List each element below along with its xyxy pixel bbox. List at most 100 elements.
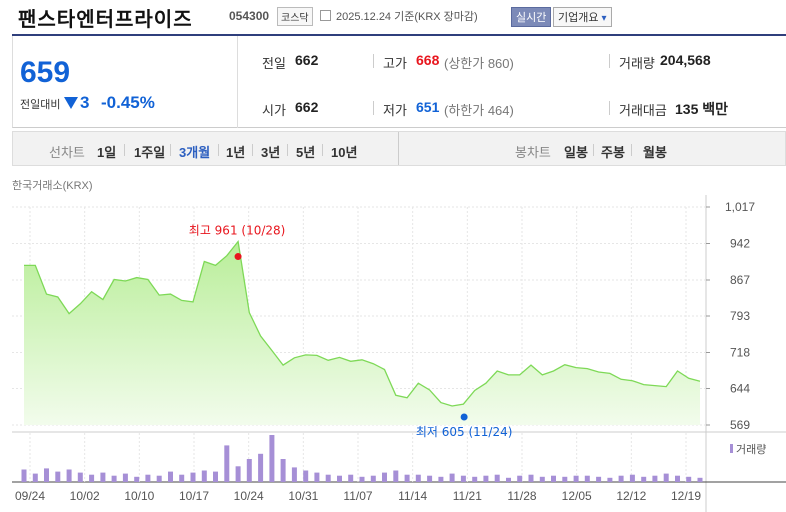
volume-bar	[551, 475, 556, 482]
volume-legend-label: 거래량	[736, 443, 766, 456]
volume-bar	[641, 476, 647, 482]
chevron-down-icon: ▾	[601, 13, 607, 24]
open-value: 662	[295, 99, 319, 115]
upper-limit: (상한가 860)	[444, 56, 514, 71]
volume-legend-swatch	[730, 444, 733, 453]
tab-divider	[124, 144, 125, 156]
tab-1y[interactable]: 1년	[226, 145, 246, 160]
y-tick-label: 569	[730, 418, 750, 432]
volume-bar	[122, 473, 128, 482]
volume-bar	[370, 475, 376, 482]
volume-bar	[427, 475, 433, 482]
tab-1d[interactable]: 1일	[97, 145, 117, 160]
tab-divider	[593, 144, 594, 156]
x-tick-label: 10/17	[179, 489, 209, 503]
volume-bar	[156, 475, 162, 482]
volume-bar	[111, 475, 117, 482]
company-overview-button[interactable]: 기업개요 ▾	[553, 7, 612, 27]
tab-divider	[322, 144, 323, 156]
volume-bar	[483, 475, 489, 482]
volume-bar	[449, 473, 455, 482]
volume-bar	[494, 474, 500, 482]
volume-bar	[596, 476, 602, 482]
volume-bar	[235, 466, 241, 482]
prev-close-value: 662	[295, 52, 319, 68]
tab-10y[interactable]: 10년	[331, 145, 358, 160]
change-percent: -0.45%	[101, 93, 155, 112]
lower-limit: (하한가 464)	[444, 103, 514, 118]
tab-divider	[287, 144, 288, 156]
header-divider	[12, 34, 786, 36]
volume-bar	[663, 473, 669, 482]
x-tick-label: 11/28	[507, 489, 536, 503]
low-marker	[460, 413, 468, 421]
tab-divider	[170, 144, 171, 156]
volume-bar	[415, 474, 421, 482]
volume-bar	[145, 474, 151, 482]
x-tick-label: 10/02	[70, 489, 100, 503]
x-tick-label: 11/21	[453, 489, 482, 503]
x-tick-label: 10/10	[124, 489, 154, 503]
volume-bar	[179, 474, 185, 482]
price-area-fill	[24, 241, 700, 425]
chart-source: 한국거래소(KRX)	[12, 180, 93, 192]
low-label: 저가	[383, 103, 407, 118]
volume-bar	[44, 468, 49, 482]
low-value: 651	[416, 99, 440, 115]
trade-value-label: 거래대금	[619, 103, 667, 118]
volume-bar	[89, 474, 95, 482]
high-annotation: 최고 961 (10/28)	[189, 224, 286, 238]
volume-bar	[686, 476, 692, 482]
volume-bar	[629, 474, 635, 482]
tab-1w[interactable]: 1주일	[134, 145, 166, 160]
market-badge: 코스닥	[277, 7, 313, 26]
open-label: 시가	[262, 103, 286, 118]
tab-weekly[interactable]: 주봉	[601, 145, 625, 160]
tab-monthly[interactable]: 월봉	[643, 145, 667, 160]
x-tick-label: 12/05	[562, 489, 592, 503]
volume-label: 거래량	[619, 56, 655, 71]
volume-bar	[337, 475, 342, 482]
volume-bar	[100, 472, 106, 482]
tab-3m[interactable]: 3개월	[179, 145, 211, 160]
candle-chart-label: 봉차트	[515, 145, 551, 160]
price-chart: 1,017 942 867 793 718 644 569 09/24 10/02 10/10 10…	[12, 195, 786, 512]
cell-divider	[609, 54, 610, 68]
volume-bar	[32, 473, 38, 482]
realtime-button[interactable]: 실시간	[511, 7, 552, 27]
cell-divider	[373, 101, 374, 115]
tab-5y[interactable]: 5년	[296, 145, 316, 160]
volume-bar	[213, 471, 218, 482]
stock-code: 054300	[229, 9, 270, 23]
volume-bar	[280, 459, 286, 482]
volume-bar	[573, 475, 579, 482]
change-value: 3	[80, 93, 90, 112]
volume-bar	[438, 476, 444, 482]
line-chart-label: 선차트	[49, 145, 85, 160]
volume-bar	[675, 475, 680, 482]
volume-bar	[224, 445, 230, 482]
tab-group-divider	[398, 132, 399, 165]
price-summary: 659 전일대비 3 -0.45% 전일 662 고가 668 (상한가 860…	[12, 36, 786, 128]
calendar-icon	[320, 10, 331, 21]
y-tick-label: 942	[730, 236, 750, 250]
x-tick-label: 11/14	[398, 489, 427, 503]
tab-divider	[631, 144, 632, 156]
tab-daily[interactable]: 일봉	[564, 145, 588, 160]
x-tick-label: 11/07	[343, 489, 372, 503]
date-info: 2025.12.24 기준(KRX 장마감)	[336, 11, 478, 23]
volume-bar	[291, 467, 297, 482]
volume-bar	[506, 477, 511, 482]
volume-bar	[607, 477, 613, 482]
tab-divider	[252, 144, 253, 156]
volume-bar	[303, 470, 309, 482]
volume-bar	[348, 474, 354, 482]
volume-bar	[562, 476, 568, 482]
volume-bar	[77, 472, 83, 482]
tab-3y[interactable]: 3년	[261, 145, 281, 160]
stock-header: 팬스타엔터프라이즈 054300 코스닥 2025.12.24 기준(KRX 장…	[0, 0, 786, 34]
volume-bar	[584, 475, 590, 482]
trade-value: 135 백만	[675, 101, 729, 117]
volume-bar	[190, 472, 196, 482]
volume-bar	[246, 459, 252, 482]
